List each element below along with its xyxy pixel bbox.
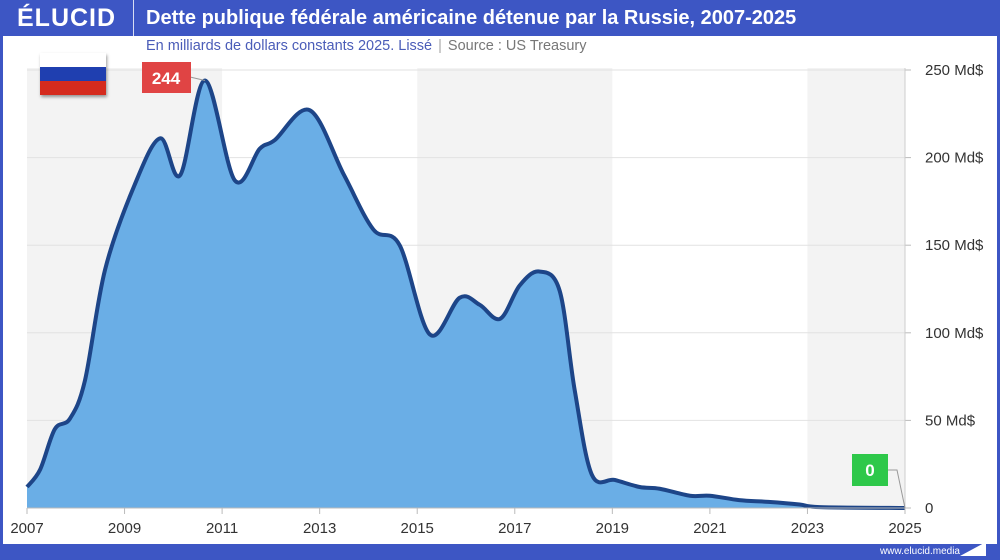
annotation-max-box: [142, 62, 191, 93]
x-tick-label: 2021: [693, 520, 726, 537]
source-text: Source : US Treasury: [447, 38, 587, 54]
flag-stripe-white: [40, 53, 106, 67]
annotation-last-box: [852, 454, 888, 486]
y-tick-label: 250 Md$: [925, 62, 984, 79]
y-tick-label: 200 Md$: [925, 150, 984, 167]
flag-stripe-red: [40, 81, 106, 95]
russia-flag-icon: [40, 53, 106, 95]
area-fill: [27, 80, 905, 508]
subtitle-text: En milliards de dollars constants 2025. …: [146, 38, 433, 54]
elucid-logo: ÉLUCID: [17, 4, 117, 32]
background-band: [807, 68, 905, 508]
annotation-leader: [189, 76, 206, 81]
x-tick-label: 2007: [10, 520, 43, 537]
header: ÉLUCID Dette publique fédérale américain…: [0, 0, 1000, 36]
annotation-leader: [888, 469, 906, 509]
footer-url: www.elucid.media: [879, 546, 960, 557]
y-tick-label: 0: [925, 500, 933, 517]
series-line: [25, 78, 906, 510]
x-tick-label: 2013: [303, 520, 336, 537]
x-tick-label: 2023: [791, 520, 824, 537]
flag-stripe-blue: [40, 67, 106, 81]
x-tick-label: 2011: [206, 520, 238, 537]
annotation-last-label: 0: [865, 461, 874, 480]
chart-title: Dette publique fédérale américaine déten…: [146, 7, 797, 29]
x-tick-label: 2025: [888, 520, 921, 537]
y-tick-label: 50 Md$: [925, 412, 976, 429]
y-tick-label: 100 Md$: [925, 325, 984, 342]
y-tick-label: 150 Md$: [925, 237, 984, 254]
annotation-max-label: 244: [152, 69, 181, 88]
x-tick-label: 2009: [108, 520, 141, 537]
chart-subtitle: En milliards de dollars constants 2025. …: [146, 38, 587, 54]
x-tick-label: 2017: [498, 520, 531, 537]
x-tick-label: 2019: [596, 520, 629, 537]
header-divider: [133, 0, 134, 36]
elucid-mark-icon: [960, 542, 986, 556]
x-tick-label: 2015: [401, 520, 434, 537]
subtitle-separator: |: [438, 38, 442, 54]
